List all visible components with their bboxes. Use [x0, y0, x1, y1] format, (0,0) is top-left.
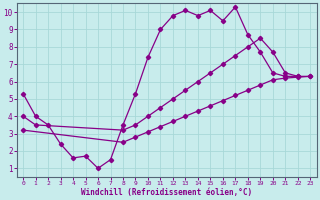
X-axis label: Windchill (Refroidissement éolien,°C): Windchill (Refroidissement éolien,°C) — [81, 188, 252, 197]
